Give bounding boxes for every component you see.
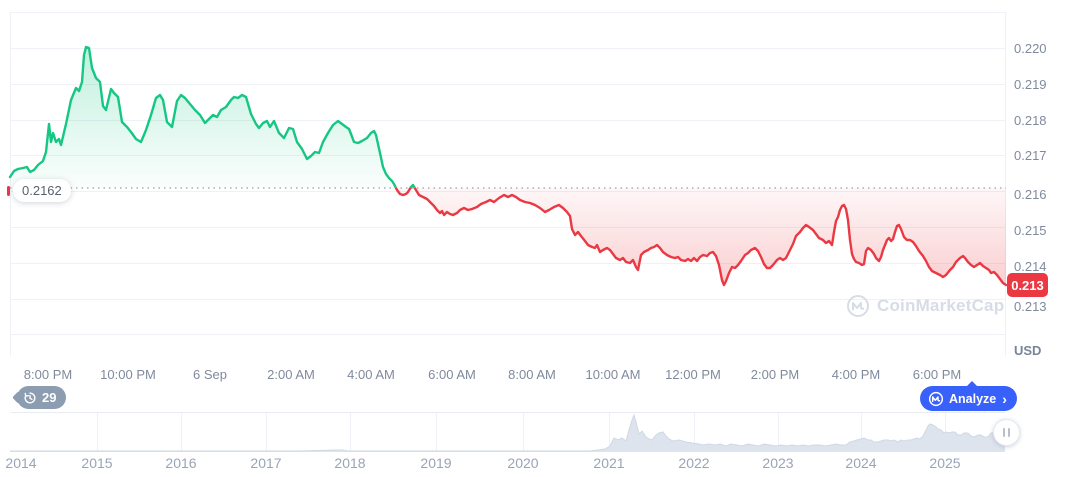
year-tick: 2024 bbox=[845, 455, 877, 471]
y-axis-tick: 0.213 bbox=[1014, 299, 1047, 314]
y-axis-tick: 0.215 bbox=[1014, 223, 1047, 238]
x-axis-tick: 4:00 PM bbox=[831, 367, 881, 382]
x-axis-tick: 8:00 PM bbox=[23, 367, 73, 382]
y-axis-tick: 0.214 bbox=[1014, 259, 1047, 274]
current-price-badge: 0.213 bbox=[1007, 273, 1048, 297]
timeline-brush-chart[interactable] bbox=[0, 412, 1056, 453]
year-tick: 2020 bbox=[507, 455, 539, 471]
x-axis-tick: 4:00 AM bbox=[347, 367, 395, 382]
brush-right-handle[interactable] bbox=[993, 419, 1020, 446]
coinmarketcap-logo-icon bbox=[928, 391, 944, 406]
history-count-badge[interactable]: 29 bbox=[17, 386, 67, 409]
y-axis-tick: 0.218 bbox=[1014, 113, 1047, 128]
current-price-value: 0.213 bbox=[1011, 277, 1044, 293]
y-axis-tick: 0.219 bbox=[1014, 77, 1047, 92]
x-axis-tick: 2:00 PM bbox=[750, 367, 800, 382]
baseline-price-value: 0.2162 bbox=[22, 183, 62, 198]
baseline-marker bbox=[7, 186, 10, 196]
analyze-label: Analyze bbox=[949, 391, 997, 406]
y-axis-tick: 0.220 bbox=[1014, 41, 1047, 56]
x-axis-tick: 8:00 AM bbox=[508, 367, 556, 382]
year-tick: 2023 bbox=[762, 455, 794, 471]
x-axis-tick: 10:00 PM bbox=[100, 367, 156, 382]
x-axis-tick: 6:00 AM bbox=[428, 367, 476, 382]
year-tick: 2022 bbox=[678, 455, 710, 471]
year-tick: 2018 bbox=[334, 455, 366, 471]
watermark-text: CoinMarketCap bbox=[877, 296, 1005, 315]
price-chart-plot[interactable] bbox=[0, 0, 1056, 360]
x-axis-tick: 12:00 PM bbox=[665, 367, 721, 382]
x-axis-tick: 6:00 PM bbox=[912, 367, 962, 382]
y-axis-unit: USD bbox=[1014, 343, 1042, 358]
analyze-button[interactable]: Analyze › bbox=[920, 381, 1017, 411]
x-axis-tick: 6 Sep bbox=[193, 367, 227, 382]
year-tick: 2014 bbox=[5, 455, 37, 471]
year-tick: 2021 bbox=[593, 455, 625, 471]
year-tick: 2019 bbox=[420, 455, 452, 471]
watermark: CoinMarketCap bbox=[846, 294, 1004, 318]
year-tick: 2015 bbox=[81, 455, 113, 471]
year-tick: 2017 bbox=[250, 455, 282, 471]
y-axis-tick: 0.217 bbox=[1014, 148, 1047, 163]
x-axis-tick: 2:00 AM bbox=[267, 367, 315, 382]
handle-grip-icon bbox=[1003, 428, 1005, 437]
baseline-price-pill: 0.2162 bbox=[13, 179, 71, 202]
year-tick: 2016 bbox=[165, 455, 197, 471]
coinmarketcap-logo-icon bbox=[847, 295, 869, 317]
clock-history-icon bbox=[24, 391, 36, 403]
chevron-right-icon: › bbox=[1002, 390, 1007, 407]
year-tick: 2025 bbox=[929, 455, 961, 471]
handle-grip-icon bbox=[1008, 428, 1010, 437]
history-count: 29 bbox=[42, 390, 57, 405]
x-axis-tick: 10:00 AM bbox=[585, 367, 641, 382]
y-axis-tick: 0.216 bbox=[1014, 187, 1047, 202]
